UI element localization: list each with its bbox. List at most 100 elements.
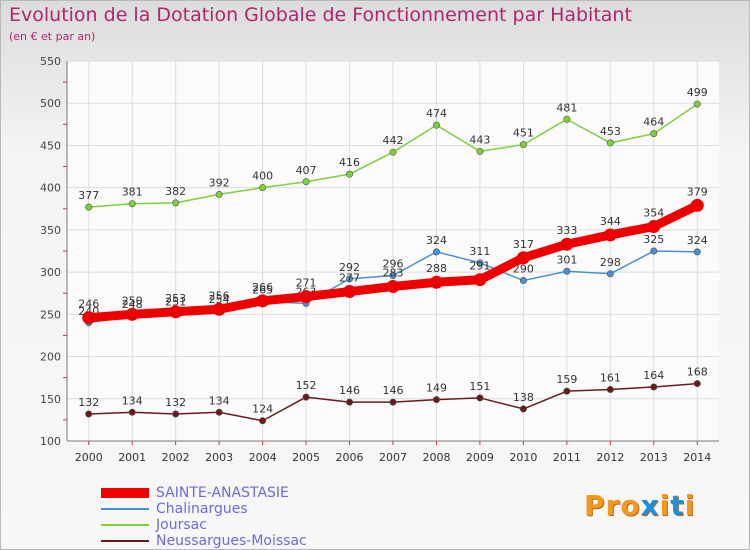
data-point xyxy=(386,279,400,293)
y-tick-label: 500 xyxy=(40,97,61,110)
data-label: 132 xyxy=(165,396,186,409)
data-label: 354 xyxy=(643,207,664,220)
data-label: 400 xyxy=(252,170,273,183)
data-point xyxy=(563,115,571,123)
data-label: 124 xyxy=(252,403,273,416)
data-label: 382 xyxy=(165,185,186,198)
logo-letter: x xyxy=(640,489,660,522)
data-label: 271 xyxy=(296,277,317,290)
data-point xyxy=(259,417,267,425)
x-tick-label: 2009 xyxy=(466,451,494,464)
data-point xyxy=(389,271,397,279)
legend-item-sainte-anastasie[interactable]: SAINTE-ANASTASIE xyxy=(101,485,401,501)
x-tick-label: 2012 xyxy=(596,451,624,464)
data-label: 453 xyxy=(600,125,621,138)
data-label: 152 xyxy=(296,379,317,392)
data-point xyxy=(432,248,440,256)
x-tick-label: 2004 xyxy=(249,451,277,464)
x-tick-label: 2005 xyxy=(292,451,320,464)
data-label: 311 xyxy=(469,245,490,258)
logo-letter: i xyxy=(684,489,696,522)
y-tick-label: 450 xyxy=(40,139,61,152)
logo-letter: r xyxy=(605,489,621,522)
logo-letter: i xyxy=(659,489,671,522)
data-label: 377 xyxy=(78,189,99,202)
data-point xyxy=(346,275,354,283)
data-point xyxy=(563,267,571,275)
data-point xyxy=(256,294,270,308)
data-label: 474 xyxy=(426,107,447,120)
data-point xyxy=(650,247,658,255)
legend-label: Chalinargues xyxy=(156,501,248,517)
data-point xyxy=(259,184,267,192)
data-label: 481 xyxy=(556,101,577,114)
data-label: 168 xyxy=(687,366,708,379)
logo-letter: P xyxy=(584,489,606,522)
data-point xyxy=(302,178,310,186)
legend-swatch xyxy=(101,524,149,526)
legend-swatch xyxy=(101,488,149,498)
legend-swatch xyxy=(101,540,149,542)
data-label: 464 xyxy=(643,116,664,129)
legend-swatch xyxy=(101,508,149,510)
data-label: 499 xyxy=(687,86,708,99)
legend-item-joursac[interactable]: Joursac xyxy=(101,517,401,533)
data-label: 253 xyxy=(165,292,186,305)
data-point xyxy=(476,147,484,155)
data-point xyxy=(343,285,357,299)
data-point xyxy=(606,270,614,278)
data-label: 146 xyxy=(383,384,404,397)
data-point xyxy=(215,190,223,198)
data-label: 416 xyxy=(339,156,360,169)
data-label: 298 xyxy=(600,256,621,269)
data-label: 149 xyxy=(426,382,447,395)
legend-label: Joursac xyxy=(156,517,207,533)
x-tick-label: 2011 xyxy=(553,451,581,464)
x-tick-label: 2014 xyxy=(683,451,711,464)
x-tick-label: 2013 xyxy=(640,451,668,464)
data-point xyxy=(476,394,484,402)
y-tick-label: 400 xyxy=(40,182,61,195)
data-point xyxy=(215,408,223,416)
legend-label: SAINTE-ANASTASIE xyxy=(156,485,289,501)
proxiti-logo[interactable]: Proxiti xyxy=(584,489,695,522)
data-label: 132 xyxy=(78,396,99,409)
data-label: 333 xyxy=(556,224,577,237)
data-label: 250 xyxy=(122,294,143,307)
data-label: 407 xyxy=(296,164,317,177)
data-point xyxy=(346,170,354,178)
data-label: 301 xyxy=(556,253,577,266)
x-tick-label: 2006 xyxy=(336,451,364,464)
data-label: 265 xyxy=(252,284,273,297)
data-point xyxy=(432,121,440,129)
data-label: 134 xyxy=(209,394,230,407)
data-point xyxy=(125,307,139,321)
data-label: 442 xyxy=(383,134,404,147)
data-label: 248 xyxy=(122,298,143,311)
data-point xyxy=(690,198,704,212)
x-tick-label: 2000 xyxy=(75,451,103,464)
data-label: 381 xyxy=(122,186,143,199)
data-point xyxy=(212,302,226,316)
data-point xyxy=(429,275,443,289)
y-tick-label: 100 xyxy=(40,435,61,448)
data-point xyxy=(693,100,701,108)
x-tick-label: 2007 xyxy=(379,451,407,464)
data-point xyxy=(563,387,571,395)
data-label: 146 xyxy=(339,384,360,397)
data-point xyxy=(693,380,701,388)
data-label: 256 xyxy=(209,289,230,302)
data-label: 254 xyxy=(209,293,230,306)
data-label: 288 xyxy=(426,262,447,275)
data-label: 317 xyxy=(513,238,534,251)
data-label: 379 xyxy=(687,185,708,198)
data-point xyxy=(172,410,180,418)
data-label: 324 xyxy=(426,234,447,247)
x-tick-label: 2001 xyxy=(118,451,146,464)
legend-item-chalinargues[interactable]: Chalinargues xyxy=(101,501,401,517)
legend-item-neussargues-moissac[interactable]: Neussargues-Moissac xyxy=(101,533,401,549)
data-point xyxy=(299,290,313,304)
y-tick-label: 200 xyxy=(40,351,61,364)
